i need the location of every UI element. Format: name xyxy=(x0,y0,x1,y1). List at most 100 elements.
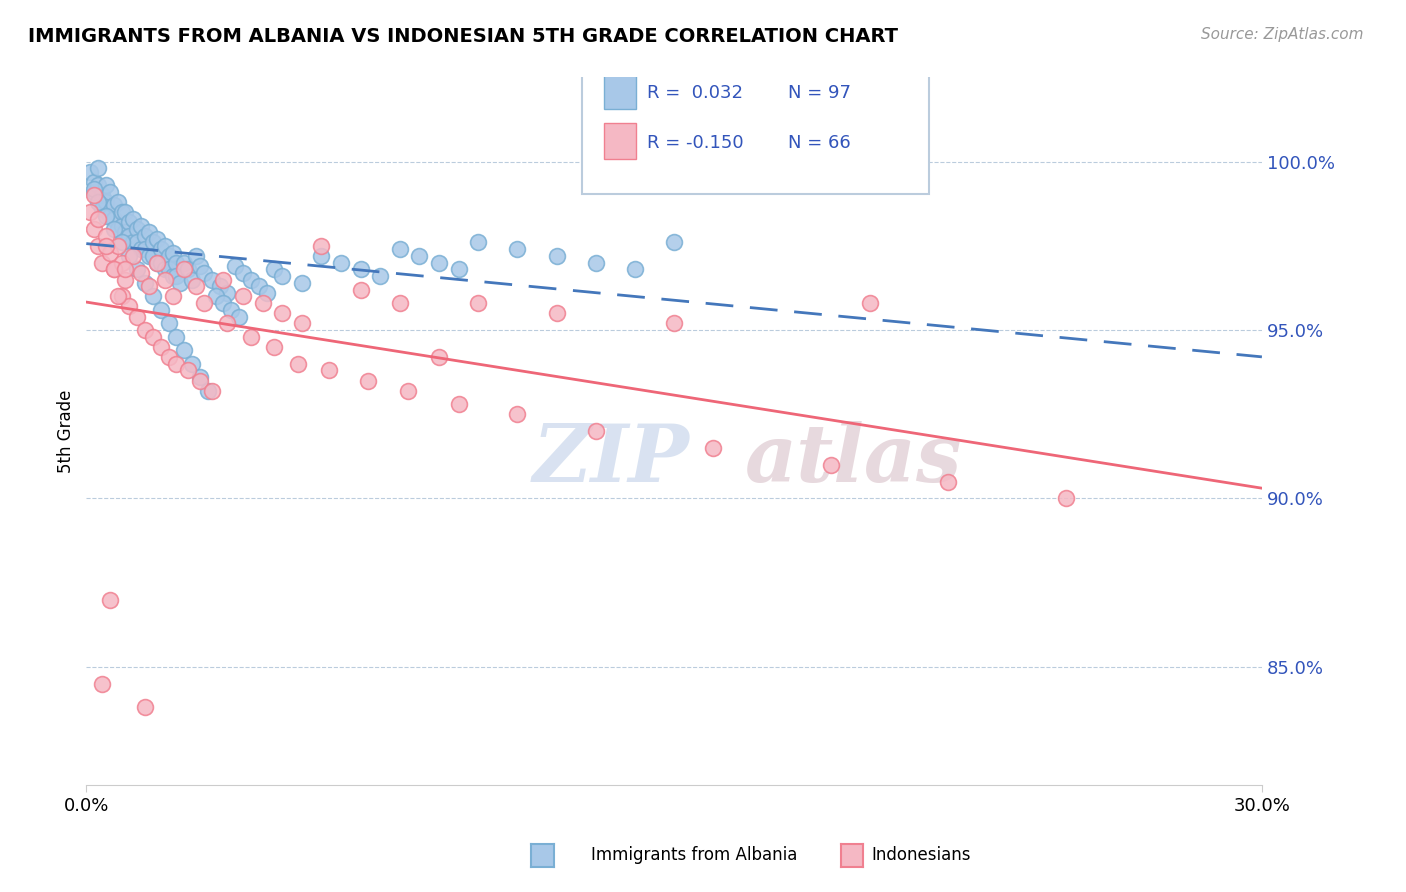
Point xyxy=(165,255,187,269)
Point xyxy=(94,178,117,193)
Point xyxy=(173,255,195,269)
Point xyxy=(134,276,156,290)
Text: ZIP: ZIP xyxy=(533,421,690,498)
Point xyxy=(157,350,180,364)
Point xyxy=(129,219,152,233)
Text: Source: ZipAtlas.com: Source: ZipAtlas.com xyxy=(1201,27,1364,42)
Point xyxy=(94,195,117,210)
Point xyxy=(232,266,254,280)
Point xyxy=(162,245,184,260)
Point xyxy=(134,228,156,243)
Point xyxy=(114,205,136,219)
Point xyxy=(91,202,114,216)
Point xyxy=(103,211,125,226)
Point xyxy=(263,340,285,354)
Point xyxy=(212,296,235,310)
Point xyxy=(177,262,200,277)
Point xyxy=(110,235,132,250)
Point xyxy=(138,279,160,293)
Point xyxy=(247,279,270,293)
Point xyxy=(83,222,105,236)
Point xyxy=(98,209,121,223)
Point xyxy=(181,272,204,286)
Point xyxy=(142,249,165,263)
Point xyxy=(142,235,165,250)
Point xyxy=(122,211,145,226)
Point xyxy=(193,296,215,310)
Point xyxy=(427,255,450,269)
Point xyxy=(107,222,129,236)
Point xyxy=(87,239,110,253)
Point xyxy=(110,255,132,269)
Point xyxy=(184,279,207,293)
Point xyxy=(173,262,195,277)
Point xyxy=(506,242,529,256)
Point xyxy=(546,249,568,263)
Point xyxy=(204,289,226,303)
Point xyxy=(91,255,114,269)
Point xyxy=(146,255,169,269)
Point xyxy=(107,195,129,210)
Point xyxy=(162,269,184,284)
Point xyxy=(79,165,101,179)
Point xyxy=(103,262,125,277)
Point xyxy=(224,259,246,273)
Point xyxy=(83,188,105,202)
Point xyxy=(134,700,156,714)
Point xyxy=(114,226,136,240)
Point xyxy=(212,272,235,286)
Point xyxy=(408,249,430,263)
Point xyxy=(263,262,285,277)
Point xyxy=(127,235,149,250)
Point xyxy=(188,370,211,384)
Text: IMMIGRANTS FROM ALBANIA VS INDONESIAN 5TH GRADE CORRELATION CHART: IMMIGRANTS FROM ALBANIA VS INDONESIAN 5T… xyxy=(28,27,898,45)
Point xyxy=(118,249,141,263)
Point xyxy=(87,178,110,193)
Point xyxy=(149,242,172,256)
Point xyxy=(252,296,274,310)
Text: N = 66: N = 66 xyxy=(789,134,851,152)
Point xyxy=(87,161,110,176)
Point xyxy=(228,310,250,324)
Point xyxy=(165,357,187,371)
Point xyxy=(201,384,224,398)
Point xyxy=(201,272,224,286)
Text: R = -0.150: R = -0.150 xyxy=(647,134,744,152)
Point xyxy=(219,302,242,317)
Point xyxy=(129,266,152,280)
Point xyxy=(94,239,117,253)
Point xyxy=(146,255,169,269)
Point xyxy=(83,185,105,199)
Point xyxy=(239,272,262,286)
Point xyxy=(1054,491,1077,506)
Point xyxy=(94,209,117,223)
Point xyxy=(181,357,204,371)
Point xyxy=(177,363,200,377)
Point xyxy=(157,262,180,277)
Bar xyxy=(603,123,637,159)
Point xyxy=(184,249,207,263)
Point xyxy=(138,249,160,263)
Point xyxy=(146,232,169,246)
Point xyxy=(287,357,309,371)
Point xyxy=(349,283,371,297)
Point xyxy=(149,302,172,317)
Point xyxy=(138,226,160,240)
Point xyxy=(157,316,180,330)
FancyBboxPatch shape xyxy=(582,63,929,194)
Point xyxy=(368,269,391,284)
Point xyxy=(256,285,278,300)
Point xyxy=(169,276,191,290)
Point xyxy=(330,255,353,269)
Point xyxy=(87,211,110,226)
Point xyxy=(107,289,129,303)
Point xyxy=(122,249,145,263)
Point xyxy=(624,262,647,277)
Point xyxy=(103,198,125,212)
Point xyxy=(118,215,141,229)
Point xyxy=(217,285,239,300)
Point xyxy=(98,245,121,260)
Point xyxy=(197,384,219,398)
Point xyxy=(662,316,685,330)
Point xyxy=(142,289,165,303)
